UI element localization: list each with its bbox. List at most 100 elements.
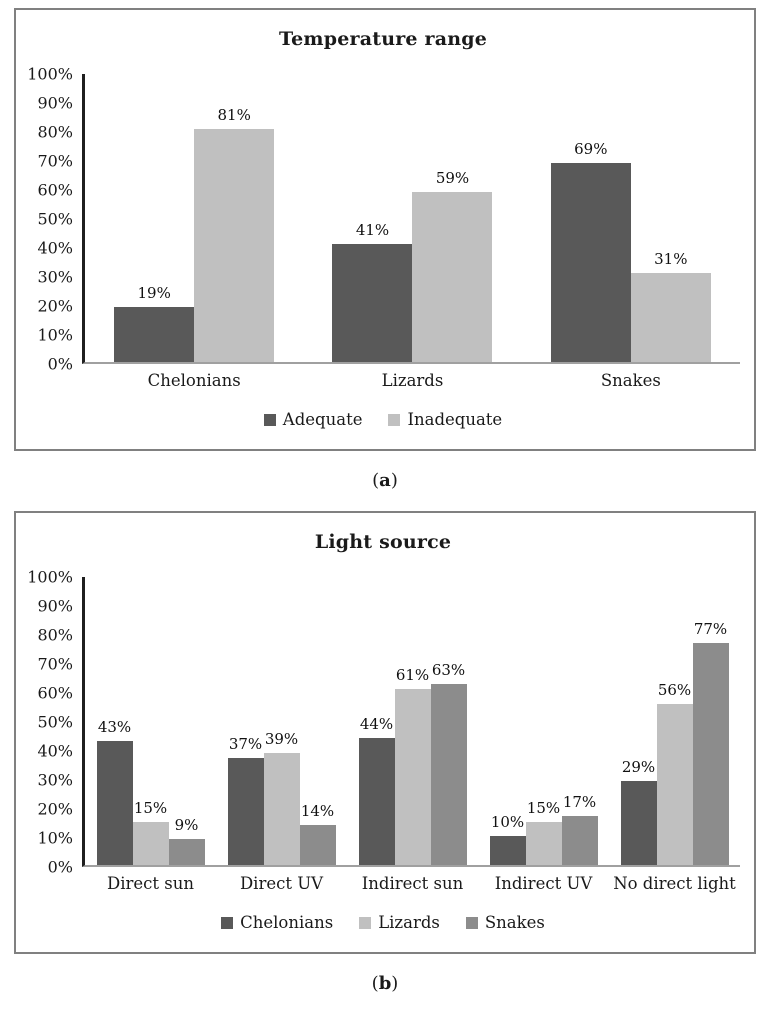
bar-adequate: 19% <box>114 284 195 362</box>
bar-lizards: 56% <box>656 681 693 865</box>
figure-caption-a: (a) <box>14 451 756 511</box>
x-category-label: Indirect sun <box>361 874 464 893</box>
y-axis-tick-labels: 100% 90% 80% 70% 60% 50% 40% 30% 20% 10% 0% <box>26 65 82 374</box>
bar-value-label: 59% <box>435 169 470 188</box>
bar-chelonians: 44% <box>358 715 395 865</box>
x-category-label: No direct light <box>613 874 736 893</box>
light-source-chart: Light source 100% 90% 80% 70% 60% 50% 40% 30% 20… <box>26 531 740 932</box>
legend-swatch-icon <box>388 413 401 426</box>
legend-item: Inadequate <box>388 410 502 429</box>
caption-close-paren: ) <box>390 470 398 491</box>
y-tick-label: 40% <box>37 741 73 761</box>
legend-label: Snakes <box>484 913 545 932</box>
legend-swatch-icon <box>359 916 372 929</box>
legend-item: Chelonians <box>221 913 333 932</box>
bar-value-label: 37% <box>228 735 263 754</box>
chart-title: Light source <box>314 531 452 553</box>
y-tick-label: 30% <box>37 267 73 287</box>
bar-value-label: 41% <box>355 220 390 239</box>
plot-area: 19% 81% 41% 59% 69% 31% <box>82 74 740 364</box>
x-category-label: Chelonians <box>147 371 241 390</box>
legend: Adequate Inadequate <box>26 410 740 429</box>
y-tick-label: 70% <box>37 151 73 171</box>
legend-label: Lizards <box>378 913 440 932</box>
x-category-label: Lizards <box>381 371 444 390</box>
bar-inadequate: 59% <box>412 169 493 362</box>
y-tick-label: 80% <box>37 625 73 645</box>
bar-group: 10% 15% 17% <box>478 577 609 865</box>
bar-value-label: 15% <box>133 798 168 817</box>
bar-snakes: 9% <box>168 816 205 865</box>
bar-value-label: 61% <box>395 666 430 685</box>
chart-panel-a: Temperature range 100% 90% 80% 70% 60% 50% 40%… <box>14 8 756 451</box>
y-tick-label: 90% <box>37 93 73 113</box>
bar-chelonians: 37% <box>227 735 264 865</box>
bar-snakes: 63% <box>430 661 467 865</box>
bar-value-label: 15% <box>526 798 561 817</box>
legend-swatch-icon <box>465 916 478 929</box>
y-tick-label: 80% <box>37 122 73 142</box>
y-tick-label: 90% <box>37 596 73 616</box>
caption-open-paren: ( <box>371 973 379 994</box>
y-tick-label: 50% <box>37 209 73 229</box>
bar-inadequate: 31% <box>630 250 711 362</box>
plot-row: 100% 90% 80% 70% 60% 50% 40% 30% 20% 10% 0% 43% 15%… <box>26 568 740 893</box>
bar-value-label: 56% <box>657 680 692 699</box>
chart-title: Temperature range <box>278 28 488 50</box>
y-tick-label: 0% <box>47 857 73 877</box>
bar-inadequate: 81% <box>194 106 275 362</box>
bar-value-label: 29% <box>621 758 656 777</box>
legend-item: Lizards <box>359 913 440 932</box>
legend-item: Adequate <box>263 410 362 429</box>
x-axis-category-labels: Chelonians Lizards Snakes <box>82 371 740 390</box>
caption-open-paren: ( <box>372 470 380 491</box>
y-tick-label: 70% <box>37 654 73 674</box>
bar-chelonians: 43% <box>96 718 133 865</box>
bar-chelonians: 29% <box>620 758 657 865</box>
bar-lizards: 39% <box>263 730 300 865</box>
bar-group: 37% 39% 14% <box>216 577 347 865</box>
x-category-label: Snakes <box>600 371 661 390</box>
figure-caption-b: (b) <box>14 954 756 1014</box>
bar-value-label: 81% <box>217 105 251 124</box>
legend-item: Snakes <box>465 913 545 932</box>
bar-group: 41% 59% <box>303 74 521 362</box>
y-tick-label: 60% <box>37 180 73 200</box>
bar-value-label: 43% <box>97 718 132 737</box>
bar-value-label: 10% <box>490 813 525 832</box>
y-tick-label: 10% <box>37 325 73 345</box>
bar-value-label: 63% <box>431 660 466 679</box>
bar-lizards: 15% <box>132 799 169 865</box>
bar-value-label: 77% <box>693 620 728 639</box>
legend-label: Inadequate <box>407 410 503 429</box>
bar-value-label: 19% <box>137 284 171 303</box>
y-axis-tick-labels: 100% 90% 80% 70% 60% 50% 40% 30% 20% 10% 0% <box>26 568 82 877</box>
legend-swatch-icon <box>263 413 276 426</box>
y-tick-label: 40% <box>37 238 73 258</box>
bar-chelonians: 10% <box>489 813 526 865</box>
x-axis-category-labels: Direct sun Direct UV Indirect sun Indirect … <box>82 874 740 893</box>
caption-close-paren: ) <box>391 973 399 994</box>
y-tick-label: 20% <box>37 799 73 819</box>
bar-snakes: 17% <box>561 793 598 865</box>
y-tick-label: 10% <box>37 828 73 848</box>
bar-adequate: 41% <box>332 221 413 362</box>
bar-value-label: 31% <box>654 249 688 268</box>
x-category-label: Indirect UV <box>494 874 593 893</box>
bar-value-label: 44% <box>359 715 394 734</box>
y-tick-label: 100% <box>27 567 73 587</box>
y-tick-label: 20% <box>37 296 73 316</box>
chart-panel-b: Light source 100% 90% 80% 70% 60% 50% 40% 30% 20… <box>14 511 756 954</box>
x-category-label: Direct sun <box>107 874 194 893</box>
bar-adequate: 69% <box>550 140 631 362</box>
plot-wrap: 19% 81% 41% 59% 69% 31% Chelonians Lizards Snak… <box>82 74 740 390</box>
bar-value-label: 39% <box>264 729 299 748</box>
bar-value-label: 9% <box>174 816 199 835</box>
bar-snakes: 14% <box>299 802 336 865</box>
bar-value-label: 69% <box>574 140 608 159</box>
plot-wrap: 43% 15% 9% 37% 39% 14% 44% 61% 63% 10% 15% 17% 29% 56… <box>82 577 740 893</box>
bar-group: 43% 15% 9% <box>85 577 216 865</box>
legend-label: Chelonians <box>240 913 334 932</box>
legend-swatch-icon <box>221 916 234 929</box>
